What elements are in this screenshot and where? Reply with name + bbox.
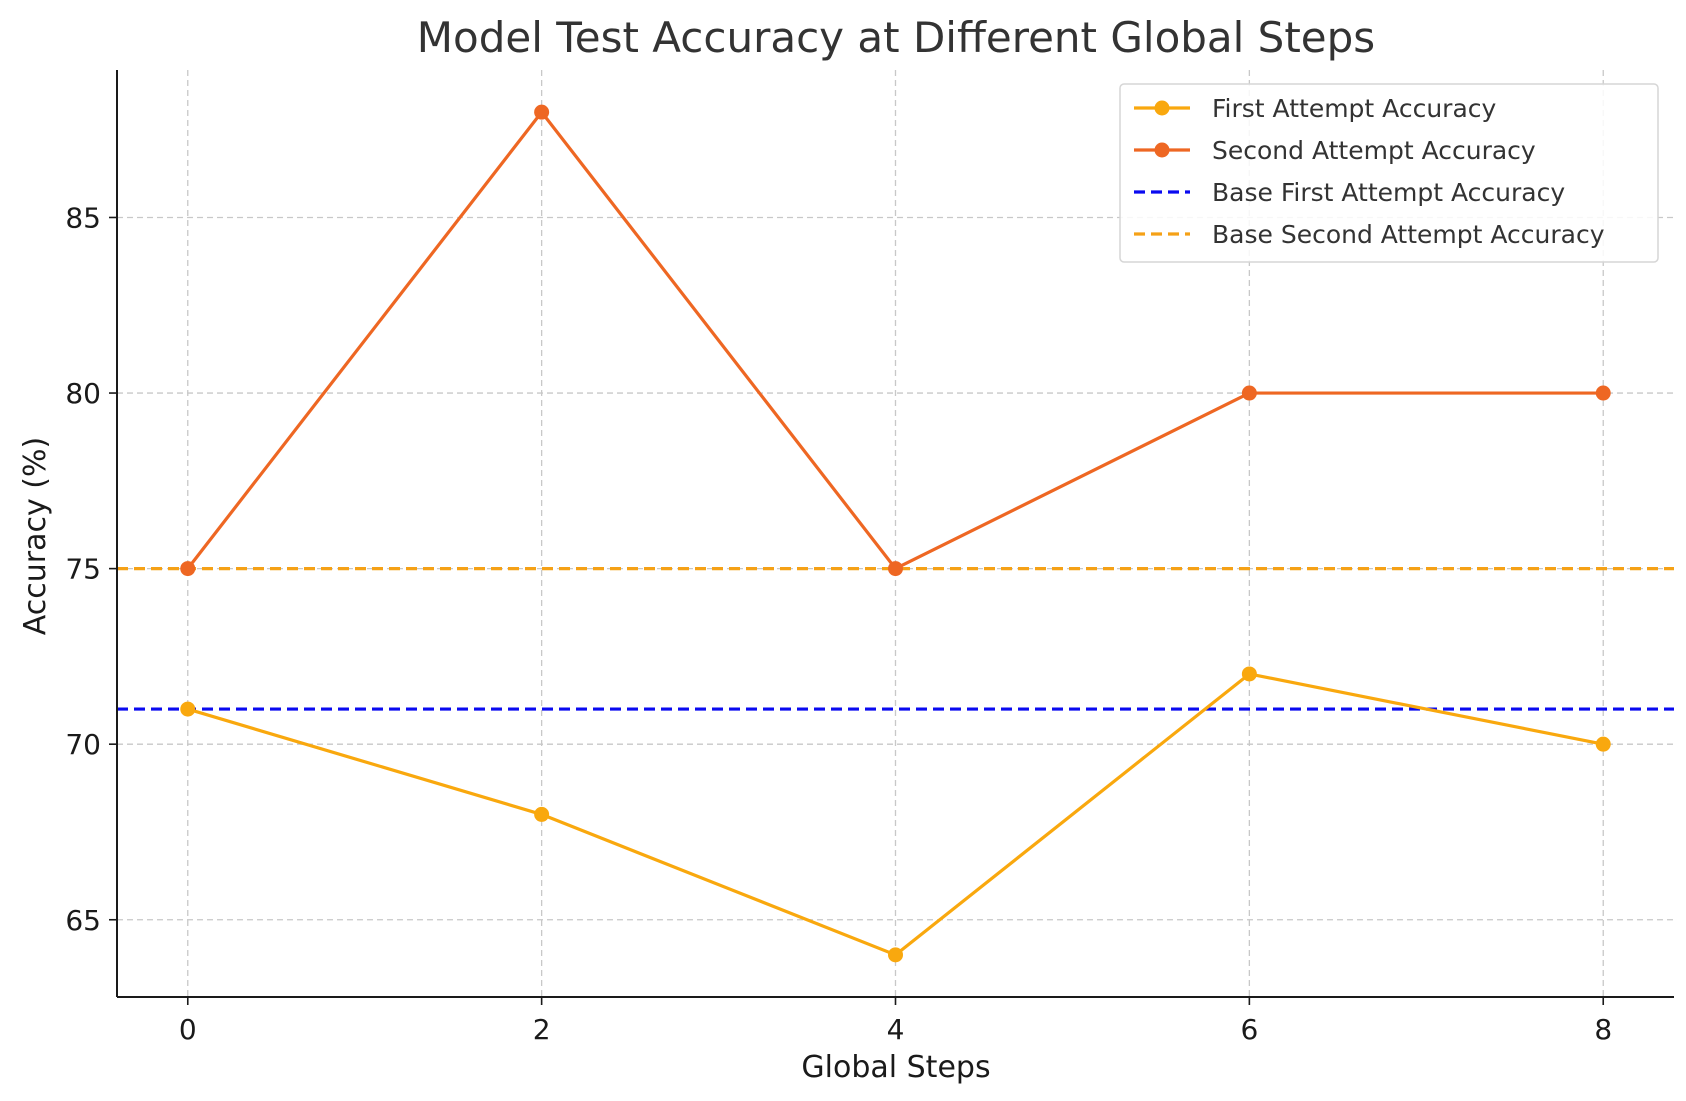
data-point-s1-0 bbox=[180, 561, 196, 577]
y-tick-label-0: 65 bbox=[65, 904, 101, 937]
x-tick-label-3: 6 bbox=[1240, 1013, 1258, 1046]
y-tick-label-2: 75 bbox=[65, 553, 101, 586]
series-group bbox=[180, 104, 1611, 963]
y-tick-label-1: 70 bbox=[65, 728, 101, 761]
y-tick-label-3: 80 bbox=[65, 377, 101, 410]
y-tick-label-4: 85 bbox=[65, 201, 101, 234]
legend-label-3: Base Second Attempt Accuracy bbox=[1212, 220, 1605, 249]
x-tick-label-4: 8 bbox=[1594, 1013, 1612, 1046]
tick-labels: 0 2 4 6 8 65 70 75 80 85 bbox=[65, 201, 1612, 1046]
x-tick-label-0: 0 bbox=[179, 1013, 197, 1046]
data-point-s0-0 bbox=[180, 701, 196, 717]
legend-label-0: First Attempt Accuracy bbox=[1212, 94, 1497, 123]
reference-lines bbox=[117, 567, 1674, 711]
legend-label-1: Second Attempt Accuracy bbox=[1212, 136, 1536, 165]
data-point-s1-3 bbox=[1241, 385, 1257, 401]
axes bbox=[109, 70, 1674, 1005]
y-axis-label: Accuracy (%) bbox=[18, 437, 53, 635]
data-point-s1-1 bbox=[534, 104, 550, 120]
data-point-s0-4 bbox=[1595, 736, 1611, 752]
chart-title: Model Test Accuracy at Different Global … bbox=[417, 13, 1375, 62]
data-point-s1-2 bbox=[888, 561, 903, 577]
legend-marker-1 bbox=[1154, 142, 1170, 158]
data-point-s0-2 bbox=[888, 947, 903, 963]
x-tick-label-2: 4 bbox=[887, 1013, 905, 1046]
x-axis-label: Global Steps bbox=[801, 1050, 990, 1085]
legend-marker-0 bbox=[1154, 100, 1170, 116]
data-point-s0-3 bbox=[1241, 666, 1257, 682]
legend-box bbox=[1119, 83, 1659, 263]
data-point-s1-4 bbox=[1595, 385, 1611, 401]
x-tick-label-1: 2 bbox=[533, 1013, 551, 1046]
legend: First Attempt Accuracy Second Attempt Acc… bbox=[1119, 83, 1659, 263]
data-point-s0-1 bbox=[534, 806, 550, 822]
legend-label-2: Base First Attempt Accuracy bbox=[1212, 178, 1565, 207]
